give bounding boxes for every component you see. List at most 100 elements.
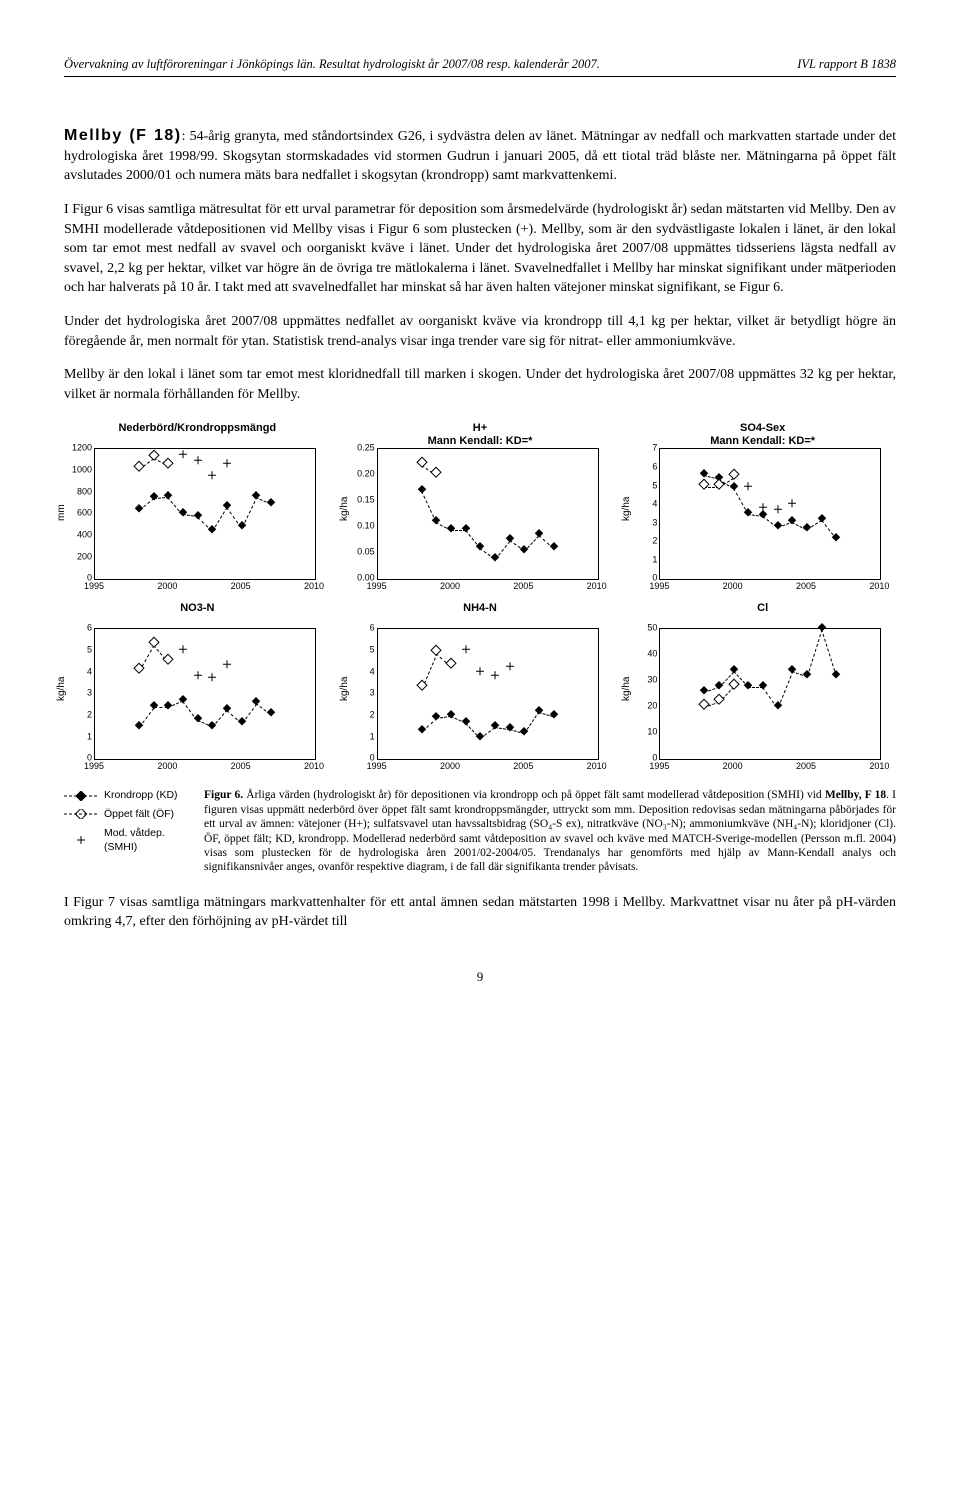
of-marker — [728, 467, 740, 487]
caption-label: Figur 6. — [204, 789, 243, 801]
legend-item: Mod. våtdep. (SMHI) — [64, 826, 192, 855]
smhi-marker — [758, 499, 768, 519]
body-paragraph-1: I Figur 6 visas samtliga mätresultat för… — [64, 200, 896, 298]
x-ticks: 1995200020052010 — [659, 760, 879, 774]
kd-marker — [831, 666, 841, 686]
chart-plot-area — [377, 628, 599, 760]
y-ticks: 0123456 — [72, 628, 94, 758]
page-header: Övervakning av luftföroreningar i Jönköp… — [64, 56, 896, 77]
chart-plot-area — [659, 448, 881, 580]
kd-marker — [461, 520, 471, 540]
of-marker — [445, 656, 457, 676]
kd-marker — [549, 706, 559, 726]
smhi-marker — [490, 667, 500, 687]
smhi-marker — [743, 479, 753, 499]
chart-plot-area — [659, 628, 881, 760]
y-ticks: 020040060080010001200 — [72, 448, 94, 578]
chart-title: Cl — [629, 602, 896, 628]
smhi-marker — [461, 641, 471, 661]
closing-paragraph: I Figur 7 visas samtliga mätningars mark… — [64, 893, 896, 932]
body-paragraph-2: Under det hydrologiska året 2007/08 uppm… — [64, 312, 896, 351]
kd-marker — [178, 691, 188, 711]
chart-cell: Clkg/ha010203040501995200020052010 — [629, 602, 896, 774]
x-ticks: 1995200020052010 — [94, 580, 314, 594]
kd-marker — [505, 531, 515, 551]
smhi-marker — [207, 669, 217, 689]
kd-marker — [193, 507, 203, 527]
intro-paragraph: Mellby (F 18): 54-årig granyta, med stån… — [64, 125, 896, 187]
smhi-marker — [207, 467, 217, 487]
legend-label: Öppet fält (ÖF) — [104, 807, 174, 822]
kd-marker — [149, 698, 159, 718]
kd-marker — [266, 704, 276, 724]
of-marker — [133, 661, 145, 681]
kd-marker — [417, 481, 427, 501]
figure-caption-row: Krondropp (KD) Öppet fält (ÖF) Mod. våtdep… — [64, 788, 896, 874]
kd-marker — [251, 693, 261, 713]
kd-marker — [802, 519, 812, 539]
smhi-marker — [193, 667, 203, 687]
legend-label: Mod. våtdep. (SMHI) — [104, 826, 192, 855]
kd-marker — [534, 702, 544, 722]
y-axis-label: kg/ha — [620, 497, 634, 521]
kd-marker — [237, 518, 247, 538]
kd-marker — [163, 487, 173, 507]
smhi-marker — [787, 495, 797, 515]
kd-marker — [134, 500, 144, 520]
of-marker — [148, 448, 160, 468]
smhi-marker — [222, 656, 232, 676]
of-marker — [162, 456, 174, 476]
of-marker — [713, 692, 725, 712]
y-axis-label: kg/ha — [620, 677, 634, 701]
chart-plot-area — [94, 628, 316, 760]
page-number: 9 — [64, 968, 896, 986]
kd-marker — [163, 698, 173, 718]
section-intro: : 54-årig granyta, med ståndortsindex G2… — [64, 129, 896, 184]
kd-marker — [758, 677, 768, 697]
kd-marker — [461, 713, 471, 733]
kd-marker — [490, 717, 500, 737]
kd-marker — [149, 488, 159, 508]
of-marker — [713, 477, 725, 497]
x-ticks: 1995200020052010 — [377, 760, 597, 774]
kd-marker — [817, 620, 827, 640]
kd-marker — [266, 494, 276, 514]
y-ticks: 01020304050 — [637, 628, 659, 758]
y-axis-label: kg/ha — [338, 677, 352, 701]
of-marker — [133, 459, 145, 479]
of-marker — [430, 466, 442, 486]
of-marker — [728, 677, 740, 697]
kd-marker — [251, 487, 261, 507]
kd-marker — [519, 541, 529, 561]
kd-marker — [787, 661, 797, 681]
kd-marker — [193, 711, 203, 731]
kd-marker — [773, 698, 783, 718]
smhi-marker — [178, 446, 188, 466]
chart-plot-area — [94, 448, 316, 580]
kd-marker — [222, 497, 232, 517]
chart-cell: NO3-Nkg/ha01234561995200020052010 — [64, 602, 331, 774]
kd-marker — [743, 677, 753, 697]
y-ticks: 0123456 — [355, 628, 377, 758]
chart-cell: SO4-SexMann Kendall: KD=*kg/ha0123456719… — [629, 422, 896, 594]
legend-symbol — [64, 835, 98, 845]
kd-marker — [431, 708, 441, 728]
legend-label: Krondropp (KD) — [104, 788, 178, 803]
caption-text: Årliga värden (hydrologiskt år) för depo… — [204, 789, 896, 873]
chart-title: NO3-N — [64, 602, 331, 628]
chart-cell: NH4-Nkg/ha01234561995200020052010 — [347, 602, 614, 774]
kd-marker — [237, 713, 247, 733]
kd-marker — [134, 717, 144, 737]
chart-cell: Nederbörd/Krondroppsmängdmm0200400600800… — [64, 422, 331, 594]
kd-marker — [417, 721, 427, 741]
kd-marker — [534, 525, 544, 545]
kd-marker — [773, 518, 783, 538]
figure-caption: Figur 6. Årliga värden (hydrologiskt år)… — [204, 788, 896, 874]
kd-marker — [475, 538, 485, 558]
kd-marker — [490, 549, 500, 569]
kd-marker — [831, 529, 841, 549]
legend-item: Öppet fält (ÖF) — [64, 807, 192, 822]
chart-title: SO4-SexMann Kendall: KD=* — [629, 422, 896, 448]
kd-marker — [431, 512, 441, 532]
kd-marker — [505, 719, 515, 739]
